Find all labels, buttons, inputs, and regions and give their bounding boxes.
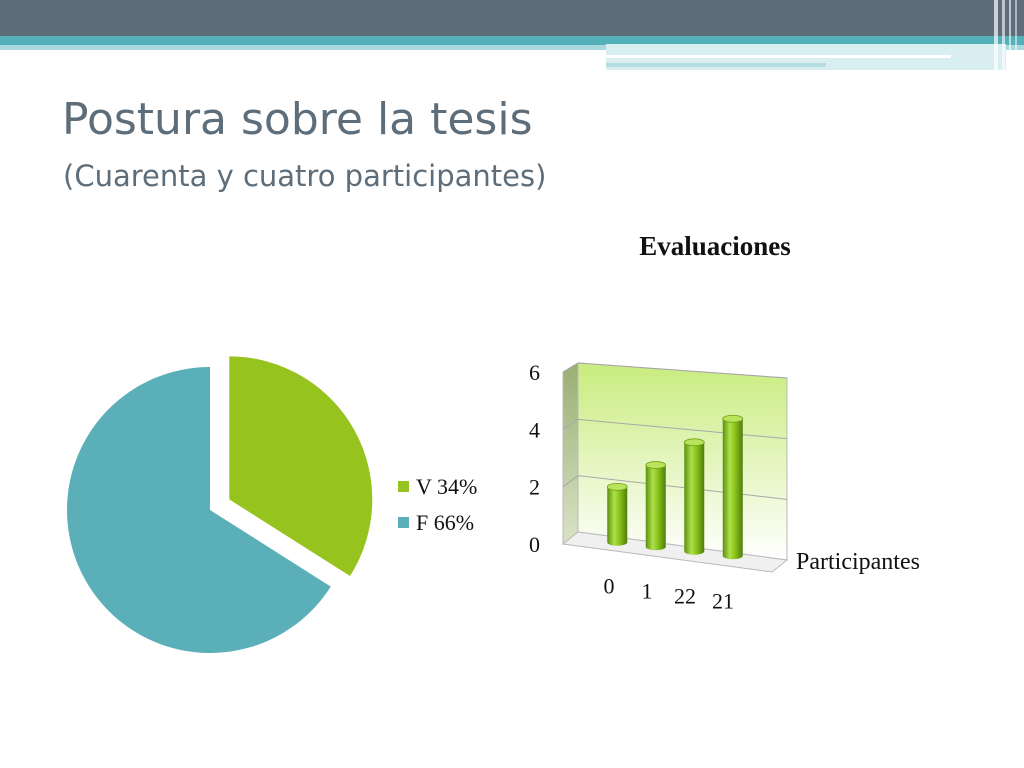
bar-chart-y-ticks: 0 2 4 6 (529, 360, 540, 557)
slide-title: Postura sobre la tesis (62, 94, 533, 145)
bar-chart-x-tick-1: 1 (642, 579, 653, 604)
header-right-line-1 (606, 55, 951, 58)
bar-cylinder-2 (683, 438, 705, 555)
bar-cylinder-1 (645, 461, 667, 551)
pie-legend-label-0: V 34% (416, 474, 477, 499)
pie-legend: V 34% F 66% (398, 474, 477, 535)
bar-chart-y-tick-2: 4 (529, 417, 540, 442)
pie-slice-0 (229, 356, 373, 577)
pie-legend-swatch-0 (398, 481, 409, 492)
header-stripe-2 (1002, 0, 1005, 70)
bar-cylinder-top-3 (722, 414, 744, 423)
pie-chart: V 34% F 66% (66, 356, 477, 653)
bar-chart-title: Evaluaciones (639, 231, 791, 261)
bar-chart-gridline-3 (562, 362, 788, 379)
bar-chart-gridline-2 (562, 418, 788, 440)
bar-chart-gridlines (562, 362, 788, 500)
header-teal-band (0, 36, 1024, 45)
bar-chart-y-tick-1: 2 (529, 475, 540, 500)
bar-cylinder-top-0 (606, 482, 628, 491)
bar-cylinder-0 (606, 482, 628, 546)
bar-cylinder-body-0 (607, 486, 628, 546)
pie-legend-swatch-1 (398, 517, 409, 528)
bar-chart-x-tick-2: 22 (674, 584, 696, 609)
bar-chart-gridline-1 (562, 475, 788, 500)
header-right-line-2 (606, 63, 826, 67)
bar-chart: Evaluaciones 0 2 4 6 0 1 22 21 Participantes (529, 231, 920, 614)
header-stripe-4 (1015, 0, 1017, 70)
slide-subtitle: (Cuarenta y cuatro participantes) (63, 159, 547, 193)
bar-chart-x-ticks: 0 1 22 21 (604, 574, 735, 614)
header-decoration (0, 0, 1024, 70)
bar-chart-y-tick-0: 0 (529, 532, 540, 557)
bar-chart-series-label: Participantes (796, 549, 920, 575)
pie-slice-1 (66, 367, 331, 653)
bar-chart-cylinders (606, 414, 744, 560)
pie-legend-label-1: F 66% (416, 510, 474, 535)
bar-chart-walls (561, 362, 789, 573)
bar-cylinder-top-1 (645, 461, 667, 469)
header-dark-band (0, 0, 1024, 36)
header-light-band (0, 45, 1024, 50)
pie-slices (66, 356, 373, 653)
bar-cylinder-top-2 (683, 438, 705, 447)
bar-chart-x-tick-0: 0 (604, 574, 615, 599)
bar-cylinder-3 (722, 414, 744, 560)
header-stripe-1 (994, 0, 998, 70)
bar-chart-side-wall (562, 362, 579, 546)
bar-cylinder-body-2 (684, 442, 705, 555)
bar-cylinder-body-1 (645, 465, 666, 551)
bar-chart-x-tick-3: 21 (712, 589, 734, 614)
bar-cylinder-body-3 (722, 418, 743, 560)
bar-chart-y-tick-3: 6 (529, 360, 540, 385)
header-stripe-3 (1009, 0, 1011, 70)
